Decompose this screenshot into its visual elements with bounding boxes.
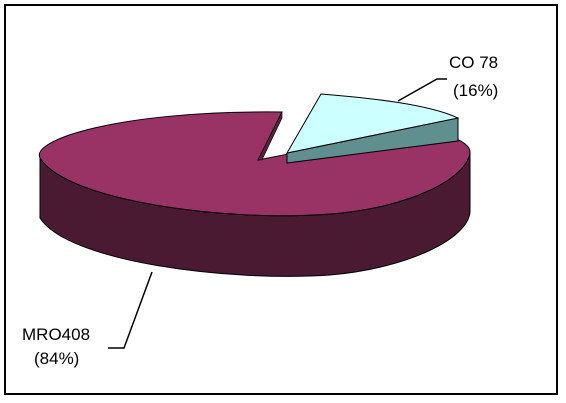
slice-co bbox=[286, 93, 460, 164]
leader-line-mro bbox=[108, 271, 153, 349]
leader-line-co bbox=[397, 78, 447, 102]
label-mro-name: MRO408 bbox=[22, 325, 90, 344]
label-mro-percent: (84%) bbox=[34, 349, 79, 368]
slice-mro bbox=[38, 111, 471, 277]
slice-mro-top bbox=[38, 111, 471, 217]
slice-mro-inner-wall bbox=[257, 111, 283, 161]
label-co-percent: (16%) bbox=[453, 81, 498, 100]
slice-co-top bbox=[286, 93, 460, 154]
label-co-name: CO 78 bbox=[449, 53, 498, 72]
